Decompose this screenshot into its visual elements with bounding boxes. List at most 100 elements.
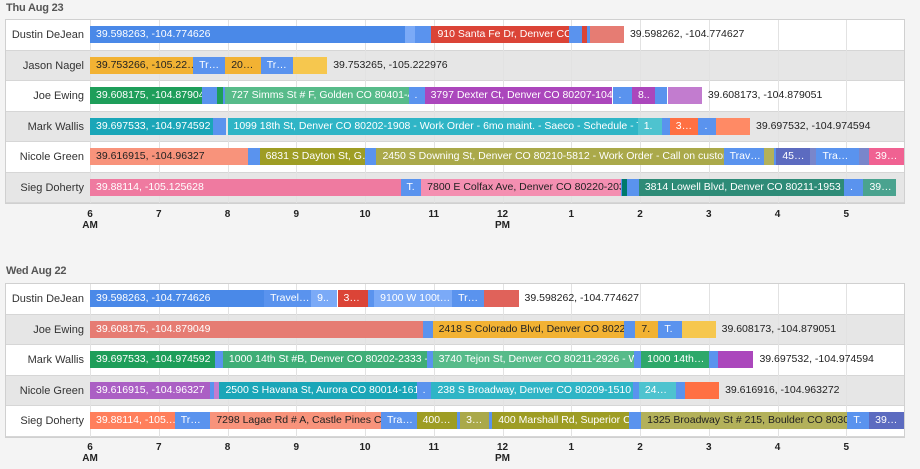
timeline-segment[interactable]: .: [843, 178, 864, 196]
timeline-segment[interactable]: [809, 148, 817, 165]
timeline-segment[interactable]: 20…: [225, 56, 261, 74]
timeline-segment[interactable]: [628, 412, 642, 430]
timeline-segment[interactable]: [405, 26, 416, 43]
timeline-segment[interactable]: 39.608175, -104.879049: [90, 320, 424, 338]
timeline-segment[interactable]: 9100 W 100t…: [374, 290, 453, 307]
timeline-segment[interactable]: [426, 351, 433, 369]
timeline-segment[interactable]: [415, 26, 432, 43]
timeline-segment[interactable]: 400…: [416, 412, 457, 430]
timeline-segment[interactable]: 6831 S Dayton St, G…: [259, 148, 365, 165]
timeline-segment[interactable]: .: [612, 87, 632, 104]
timeline-segment[interactable]: 3740 Tejon St, Denver CO 80211-2926 - Wo…: [432, 351, 635, 369]
timeline-segment[interactable]: 910 Santa Fe Dr, Denver CO…: [431, 26, 569, 43]
timeline-segment[interactable]: 45…: [776, 148, 810, 165]
timeline-segment[interactable]: [213, 381, 220, 399]
timeline-segment[interactable]: 3797 Dexter Ct, Denver CO 80207-1049 -…: [424, 87, 613, 104]
timeline-segment[interactable]: [456, 412, 461, 430]
timeline-segment[interactable]: T.: [847, 412, 870, 430]
timeline-segment[interactable]: [715, 117, 750, 135]
timeline-segment[interactable]: [214, 351, 223, 369]
timeline-segment[interactable]: [217, 87, 223, 104]
timeline-segment[interactable]: [634, 351, 642, 369]
timeline-segment[interactable]: 1000 14th…: [641, 351, 709, 369]
timeline-segment[interactable]: [248, 148, 260, 165]
timeline-segment[interactable]: [365, 148, 377, 165]
timeline-segment[interactable]: 39.753266, -105.22…: [90, 56, 194, 74]
timeline-segment[interactable]: [488, 412, 493, 430]
timeline-segment[interactable]: [774, 148, 777, 165]
timeline-segment[interactable]: [587, 26, 590, 43]
timeline-segment[interactable]: [623, 320, 636, 338]
timeline-segment[interactable]: 7298 Lagae Rd # A, Castle Pines C…: [210, 412, 382, 430]
timeline-segment[interactable]: [858, 148, 870, 165]
timeline-segment[interactable]: 3…: [337, 290, 369, 307]
timeline-segment[interactable]: [212, 117, 227, 135]
timeline-segment[interactable]: 400 Marshall Rd, Superior C…: [492, 412, 629, 430]
timeline-segment[interactable]: 39.88114, -105.…: [90, 412, 175, 430]
timeline-segment[interactable]: 9..: [311, 290, 338, 307]
timeline-segment[interactable]: [620, 178, 622, 196]
timeline-segment[interactable]: 39.616915, -104.96327: [90, 148, 249, 165]
timeline-segment[interactable]: 2500 S Havana St, Aurora CO 80014-1618…: [219, 381, 417, 399]
timeline-segment[interactable]: [661, 117, 670, 135]
timeline-segment[interactable]: [581, 26, 588, 43]
timeline-segment[interactable]: [292, 56, 328, 74]
timeline-segment[interactable]: T.: [400, 178, 422, 196]
timeline-segment[interactable]: 39.608175, -104.879049: [90, 87, 203, 104]
timeline-segment[interactable]: [423, 320, 433, 338]
timeline-segment[interactable]: 3…: [669, 117, 699, 135]
timeline-segment[interactable]: [708, 351, 718, 369]
timeline-segment[interactable]: [675, 381, 685, 399]
timeline-segment[interactable]: [222, 87, 226, 104]
timeline-segment[interactable]: [682, 320, 716, 338]
timeline-segment[interactable]: 39.598263, -104.774626: [90, 26, 406, 43]
timeline-segment[interactable]: 727 Simms St # F, Golden CO 80401-47…: [225, 87, 409, 104]
timeline-segment[interactable]: Tr…: [193, 56, 226, 74]
timeline-segment[interactable]: 7800 E Colfax Ave, Denver CO 80220-2031…: [421, 178, 621, 196]
timeline-segment[interactable]: [654, 87, 668, 104]
timeline-segment[interactable]: [633, 381, 639, 399]
timeline-segment[interactable]: 2450 S Downing St, Denver CO 80210-5812 …: [376, 148, 724, 165]
timeline-segment[interactable]: T.: [658, 320, 683, 338]
timeline-segment[interactable]: 39.697533, -104.974592: [90, 117, 213, 135]
timeline-segment[interactable]: 1000 14th St #B, Denver CO 80202-2333 - …: [222, 351, 427, 369]
timeline-segment[interactable]: Tr…: [452, 290, 485, 307]
timeline-segment[interactable]: [484, 290, 519, 307]
timeline-segment[interactable]: 39…: [869, 148, 904, 165]
timeline-segment[interactable]: 1325 Broadway St # 215, Boulder CO 80302…: [641, 412, 848, 430]
timeline-segment[interactable]: .: [408, 87, 425, 104]
timeline-segment[interactable]: 39…: [869, 412, 904, 430]
timeline-segment[interactable]: 39.697533, -104.974592: [90, 351, 215, 369]
timeline-segment[interactable]: 1099 18th St, Denver CO 80202-1908 - Wor…: [227, 117, 638, 135]
timeline-segment[interactable]: 3…: [460, 412, 489, 430]
timeline-segment[interactable]: Travel…: [264, 290, 312, 307]
timeline-segment[interactable]: 7.: [635, 320, 659, 338]
timeline-segment[interactable]: .: [698, 117, 716, 135]
timeline-segment[interactable]: Tra…: [381, 412, 417, 430]
timeline-segment[interactable]: 39.88114, -105.125628: [90, 178, 401, 196]
timeline-segment[interactable]: Tra…: [816, 148, 859, 165]
timeline-segment[interactable]: Trav…: [723, 148, 764, 165]
timeline-segment[interactable]: 8..: [631, 87, 655, 104]
timeline-segment[interactable]: [210, 381, 214, 399]
timeline-segment[interactable]: [667, 87, 702, 104]
timeline-segment[interactable]: [627, 178, 639, 196]
timeline-segment[interactable]: 2418 S Colorado Blvd, Denver CO 80222-…: [432, 320, 624, 338]
timeline-segment[interactable]: 3814 Lowell Blvd, Denver CO 80211-1953 -…: [638, 178, 844, 196]
timeline-segment[interactable]: [202, 87, 218, 104]
timeline-segment[interactable]: .: [416, 381, 432, 399]
timeline-segment[interactable]: [684, 381, 720, 399]
timeline-segment[interactable]: 39.616915, -104.96327: [90, 381, 211, 399]
timeline-segment[interactable]: Tr…: [260, 56, 293, 74]
timeline-segment[interactable]: 24…: [638, 381, 676, 399]
timeline-segment[interactable]: [589, 26, 624, 43]
timeline-segment[interactable]: [763, 148, 775, 165]
timeline-segment[interactable]: Tr…: [174, 412, 211, 430]
timeline-segment[interactable]: 39.598263, -104.774626: [90, 290, 265, 307]
timeline-segment[interactable]: 1.: [637, 117, 662, 135]
timeline-segment[interactable]: 238 S Broadway, Denver CO 80209-1510 -…: [431, 381, 634, 399]
timeline-segment[interactable]: [717, 351, 754, 369]
timeline-segment[interactable]: [368, 290, 375, 307]
timeline-segment[interactable]: [568, 26, 582, 43]
timeline-segment[interactable]: [621, 178, 628, 196]
